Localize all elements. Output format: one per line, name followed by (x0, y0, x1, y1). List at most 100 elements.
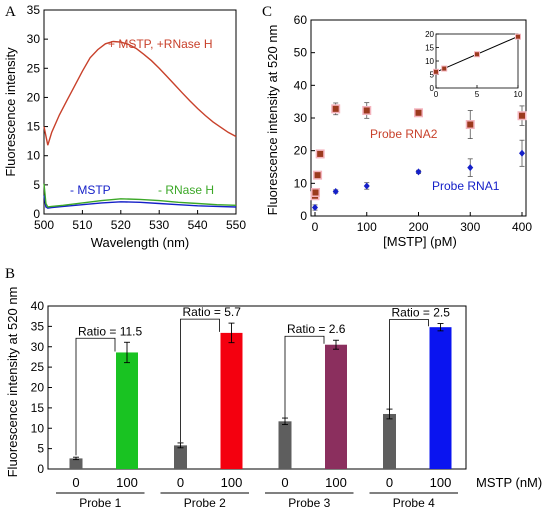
panel-a-ylabel: Fluorescence intensity (3, 47, 18, 177)
panel-c-point-rna2 (332, 105, 339, 112)
panel-a-chart: Wavelength (nm) Fluorescence intensity +… (3, 3, 246, 250)
panel-a-xtick-label: 520 (111, 218, 131, 232)
panel-a-label-blue: - MSTP (70, 183, 111, 197)
panel-c-inset-point (475, 52, 479, 57)
panel-letter-b: B (5, 266, 15, 282)
panel-b-bar (220, 332, 243, 469)
panel-b-ytick-label: 30 (31, 340, 45, 354)
panel-c-ytick-label: 0 (300, 209, 307, 223)
panel-b-ylabel: Fluorescence intensity at 520 nm (5, 287, 20, 478)
panel-a-ytick-label: 30 (27, 32, 41, 46)
panel-b-ytick-label: 35 (31, 319, 45, 333)
panel-b-ytick-label: 10 (31, 421, 45, 435)
panel-b-tick-label: 100 (430, 475, 452, 490)
panel-a-ytick-label: 0 (33, 207, 40, 221)
panel-a-ytick-label: 15 (27, 120, 41, 134)
panel-a-series-line-2 (43, 183, 237, 208)
panel-b-tick-label: 0 (177, 475, 184, 490)
panel-a-xtick-label: 550 (226, 218, 246, 232)
panel-b-ratio-bracket (284, 335, 325, 419)
panel-b-bar (278, 421, 292, 469)
panel-a-frame (43, 9, 237, 215)
panel-a-xtick-label: 500 (34, 218, 54, 232)
panel-b-bar (174, 445, 187, 469)
panel-c-point-rna2 (415, 109, 422, 116)
panel-c-point-rna1 (363, 182, 370, 190)
panel-a-ytick-label: 20 (27, 90, 41, 104)
panel-c-point-rna2 (363, 107, 370, 114)
panel-b-bar (429, 327, 452, 469)
panel-b-ytick-label: 20 (31, 381, 45, 395)
panel-b-bar (383, 413, 396, 469)
panel-c-inset-xtick-label: 5 (475, 90, 480, 99)
panel-c-point-rna2 (314, 172, 321, 179)
panel-c-xtick-label: 100 (357, 220, 377, 234)
panel-b-group-label: Probe 1 (79, 496, 121, 510)
panel-b-bar (116, 352, 138, 469)
panel-c-point-rna1 (467, 164, 474, 172)
panel-b-ratio-label: Ratio = 5.7 (183, 305, 242, 319)
panel-c-xlabel: [MSTP] (pM) (383, 234, 457, 249)
panel-c-point-rna2 (519, 112, 525, 119)
panel-a-xtick-label: 540 (188, 218, 208, 232)
panel-c-label-rna2: Probe RNA2 (370, 127, 438, 141)
panel-letter-a: A (5, 4, 16, 20)
panel-a-ytick-label: 25 (27, 61, 41, 75)
panel-b-group-label: Probe 3 (288, 496, 330, 510)
panel-b-tick-label: 100 (221, 475, 243, 490)
panel-c-point-rna2 (317, 150, 324, 157)
panel-b-ytick-label: 40 (31, 299, 45, 313)
panel-a-ytick-label: 35 (27, 3, 41, 17)
panel-a-series-line-1 (43, 195, 237, 209)
panel-b-tick-label: 0 (72, 475, 79, 490)
panel-c-ytick-label: 60 (294, 13, 308, 27)
panel-c-inset-ytick-label: 15 (425, 44, 434, 53)
panel-b-ratio-bracket (75, 337, 116, 456)
panel-b-ratio-label: Ratio = 2.5 (392, 306, 451, 320)
panel-c-inset-xtick-label: 0 (434, 90, 439, 99)
panel-c-label-rna1: Probe RNA1 (432, 179, 500, 193)
panel-c-inset-ytick-label: 20 (425, 30, 434, 39)
panel-a-xtick-label: 510 (72, 218, 92, 232)
panel-c-point-rna2 (312, 189, 319, 196)
panel-c-xtick-label: 300 (460, 220, 480, 234)
panel-b-bar (325, 344, 347, 469)
panel-c-point-rna2 (467, 121, 474, 128)
panel-b-bar (69, 458, 83, 469)
panel-b-unit-label: MSTP (nM) (476, 475, 542, 490)
panel-b-group-label: Probe 2 (184, 496, 226, 510)
panel-b-tick-label: 100 (325, 475, 347, 490)
panel-b-ratio-label: Ratio = 2.6 (287, 322, 346, 336)
panel-a-label-green: - RNase H (158, 183, 214, 197)
panel-c-ytick-label: 40 (294, 78, 308, 92)
panel-c-inset-ytick-label: 5 (430, 71, 435, 80)
panel-b-ratio-bracket (180, 318, 220, 443)
panel-b-ytick-label: 25 (31, 360, 45, 374)
panel-c-xtick-label: 400 (512, 220, 532, 234)
panel-c-xtick-label: 0 (312, 220, 319, 234)
panel-a-ytick-label: 10 (27, 149, 41, 163)
panel-c-ytick-label: 20 (294, 144, 308, 158)
panel-a-xtick-label: 530 (149, 218, 169, 232)
panel-a-series-line-0 (43, 40, 237, 146)
panel-c-point-rna1 (312, 204, 318, 212)
panel-c-xtick-label: 200 (408, 220, 428, 234)
panel-c-ytick-label: 30 (294, 111, 308, 125)
panel-a-ytick-label: 5 (33, 178, 40, 192)
panel-b-tick-label: 0 (281, 475, 288, 490)
panel-c-inset-frame (435, 33, 519, 89)
panel-b-tick-label: 0 (386, 475, 393, 490)
panel-c-inset-point (434, 69, 438, 74)
panel-b-group-label: Probe 4 (393, 496, 435, 510)
panel-c-point-rna1 (519, 149, 525, 157)
panel-c-ylabel: Fluorescence intensity at 520 nm (265, 25, 280, 216)
panel-c-point-rna1 (332, 188, 339, 195)
panel-a-xlabel: Wavelength (nm) (91, 235, 190, 250)
panel-c-point-rna1 (415, 168, 422, 176)
panel-c-chart: [MSTP] (pM) Fluorescence intensity at 52… (265, 13, 532, 249)
panel-c-inset-xtick-label: 10 (514, 90, 523, 99)
panel-b-chart: Fluorescence intensity at 520 nm MSTP (n… (5, 287, 542, 510)
panel-c-inset-ytick-label: 10 (425, 57, 434, 66)
panel-b-tick-label: 100 (116, 475, 138, 490)
